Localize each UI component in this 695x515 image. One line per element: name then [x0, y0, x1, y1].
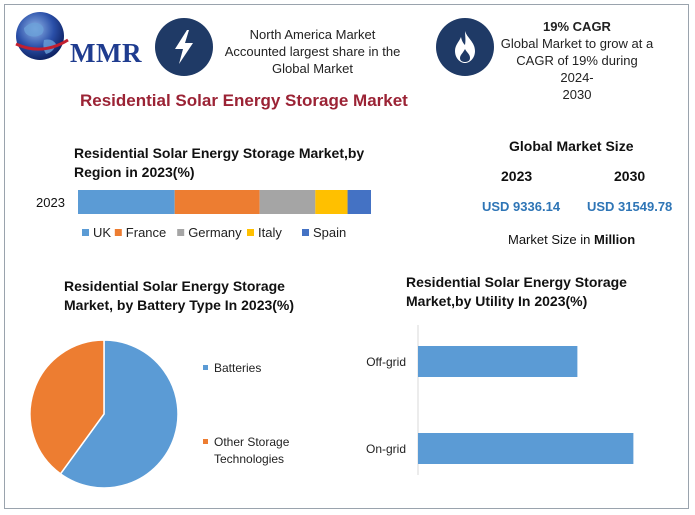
bar-segment-france	[174, 190, 260, 214]
market-size-unit: Market Size in Million	[508, 232, 635, 247]
lightning-icon	[155, 18, 213, 76]
region-chart-title: Residential Solar Energy Storage Market,…	[74, 144, 364, 182]
utility-chart-title: Residential Solar Energy Storage Market,…	[406, 273, 627, 311]
legend-swatch	[302, 229, 309, 236]
bar-off-grid	[418, 346, 578, 377]
legend-swatch	[114, 229, 122, 236]
pie-slice	[29, 339, 105, 475]
value-2030: USD 31549.78	[587, 199, 673, 214]
year-2030-label: 2030	[614, 168, 646, 184]
legend-label: Batteries	[214, 361, 261, 375]
flame-icon	[436, 18, 494, 76]
legend-label: Technologies	[214, 452, 284, 466]
cagr-note: 19% CAGR Global Market to grow at a CAGR…	[498, 18, 656, 103]
category-label: Off-grid	[366, 355, 406, 369]
legend-swatch	[177, 229, 185, 236]
note-line: Global Market	[272, 61, 353, 76]
north-america-note: North America Market Accounted largest s…	[215, 26, 410, 77]
title-line: Market, by Battery Type In 2023(%)	[64, 297, 295, 313]
page-title: Residential Solar Energy Storage Market	[80, 91, 408, 110]
title-line: Region in 2023(%)	[74, 164, 195, 180]
category-label: 2023	[36, 195, 65, 210]
title-line: Market,by Utility In 2023(%)	[406, 293, 588, 309]
title-line: Residential Solar Energy Storage	[406, 274, 627, 290]
battery-pie-chart: Batteries Other Storage Technologies	[29, 339, 290, 489]
legend-label: Italy	[258, 225, 282, 240]
note-line: Accounted largest share in the	[224, 44, 401, 59]
cagr-title: 19% CAGR	[543, 19, 611, 34]
value-2023: USD 9336.14	[482, 199, 561, 214]
market-size-title: Global Market Size	[509, 138, 634, 154]
logo-text: MMR	[70, 38, 142, 68]
bar-segment-spain	[347, 190, 371, 214]
unit-prefix: Market Size in	[508, 232, 591, 247]
bar-segment-germany	[259, 190, 316, 214]
note-line: CAGR of 19% during 2024-	[516, 53, 638, 85]
bar-segment-uk	[78, 190, 175, 214]
region-chart: 2023 UK France Germany Italy Spain	[36, 190, 371, 240]
legend-label: Spain	[313, 225, 346, 240]
year-2023-label: 2023	[501, 168, 533, 184]
utility-bar-chart: Off-grid On-grid	[366, 325, 634, 475]
legend-label: Other Storage	[214, 435, 290, 449]
infographic-frame	[4, 4, 689, 509]
category-label: On-grid	[366, 442, 406, 456]
title-line: Residential Solar Energy Storage	[64, 278, 285, 294]
legend-swatch	[82, 229, 89, 236]
bar-on-grid	[418, 433, 634, 464]
note-line: 2030	[562, 87, 592, 102]
note-line: Global Market to grow at a	[500, 36, 654, 51]
legend-swatch	[203, 365, 208, 370]
bar-segment-italy	[315, 190, 348, 214]
legend-swatch	[203, 439, 208, 444]
logo: MMR	[12, 10, 142, 68]
battery-chart-title: Residential Solar Energy Storage Market,…	[64, 277, 294, 315]
legend-label: France	[126, 225, 166, 240]
legend-label: Germany	[188, 225, 242, 240]
unit-bold: Million	[594, 232, 636, 247]
title-line: Residential Solar Energy Storage Market,…	[74, 145, 365, 161]
note-line: North America Market	[249, 27, 376, 42]
pie-slice	[59, 339, 179, 489]
globe-icon	[15, 12, 69, 60]
legend-label: UK	[93, 225, 111, 240]
legend-swatch	[247, 229, 254, 236]
